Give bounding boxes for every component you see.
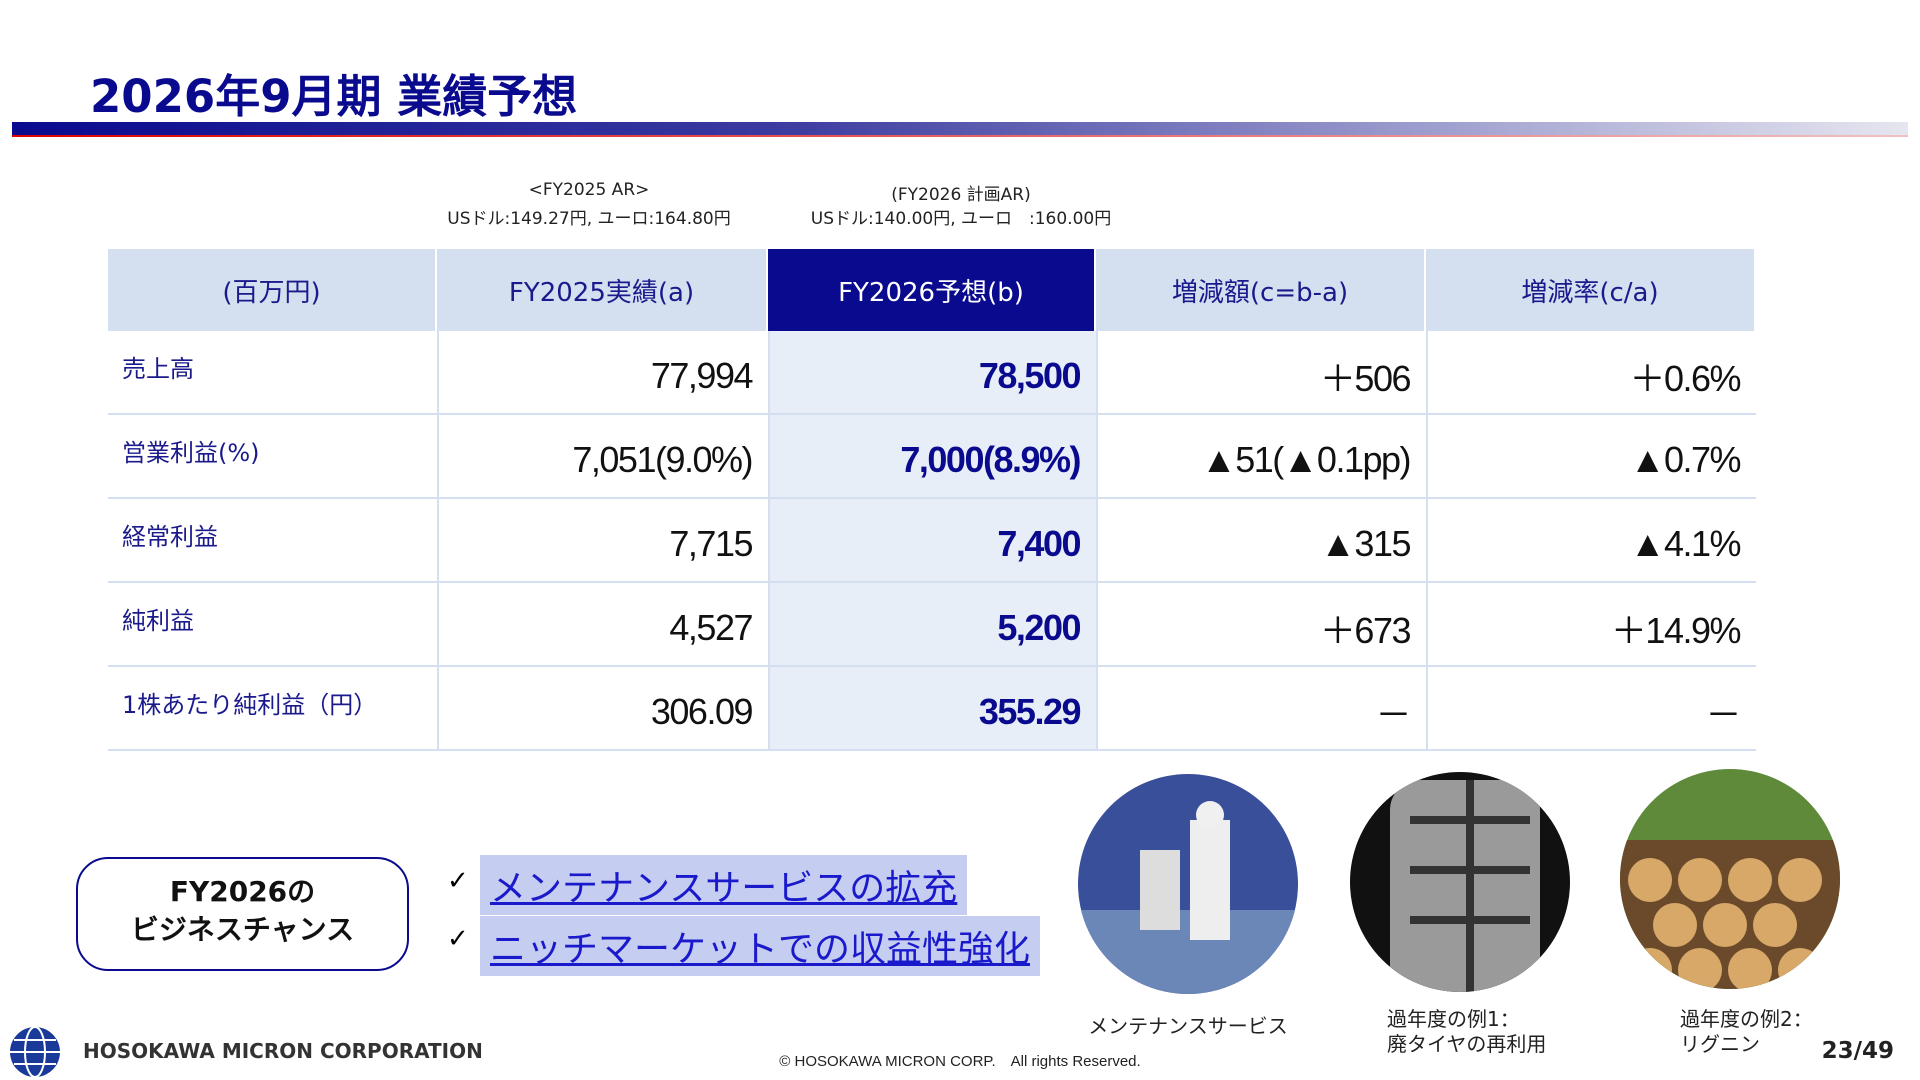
chance-label: FY2026の	[169, 875, 316, 908]
column-header: FY2025実績(a)	[437, 249, 766, 331]
cell-value: －	[1426, 667, 1756, 751]
caption: メンテナンスサービス	[1088, 1014, 1288, 1038]
cell-value: 7,715	[437, 499, 768, 583]
caption: 過年度の例1：	[1387, 1007, 1520, 1031]
cell-value: 77,994	[437, 331, 768, 415]
cell-value: 7,400	[768, 499, 1096, 583]
cell-value: ＋0.6%	[1426, 331, 1756, 415]
slide-title: 2026年9月期 業績予想	[90, 70, 578, 123]
cell-value: －	[1096, 667, 1426, 751]
row-label: 経常利益	[108, 499, 437, 583]
cell-value: 7,000(8.9%)	[768, 415, 1096, 499]
caption: 廃タイヤの再利用	[1387, 1032, 1547, 1056]
cell-value: 355.29	[768, 667, 1096, 751]
rate-label: (FY2026 計画AR)	[891, 185, 1031, 205]
cell-value: 4,527	[437, 583, 768, 667]
photo-logs	[1620, 769, 1840, 989]
chance-item[interactable]: メンテナンスサービスの拡充	[480, 855, 968, 915]
row-label: 1株あたり純利益（円）	[108, 667, 437, 751]
check: ✓	[447, 924, 469, 954]
photo-maintenance	[1078, 774, 1298, 994]
row-label: 純利益	[108, 583, 437, 667]
photos	[1078, 769, 1840, 994]
caption: 過年度の例2：	[1680, 1007, 1813, 1031]
caption: リグニン	[1680, 1032, 1760, 1056]
chance-box: FY2026の ビジネスチャンス	[76, 857, 409, 971]
photo-tire	[1350, 772, 1570, 992]
column-header: 増減率(c/a)	[1426, 249, 1754, 331]
row-label: 売上高	[108, 331, 437, 415]
cell-value: 78,500	[768, 331, 1096, 415]
title-bar	[12, 122, 1908, 135]
cell-value: 306.09	[437, 667, 768, 751]
chance-label: ビジネスチャンス	[130, 913, 355, 946]
column-header: (百万円)	[108, 249, 435, 331]
cell-value: ▲51(▲0.1pp)	[1096, 415, 1426, 499]
row-label: 営業利益(%)	[108, 415, 437, 499]
logo	[10, 1026, 60, 1078]
cell-value: ▲0.7%	[1426, 415, 1756, 499]
check: ✓	[447, 866, 469, 896]
rate-text: USドル:140.00円, ユーロ :160.00円	[810, 209, 1112, 229]
copyright: © HOSOKAWA MICRON CORP. All rights Reser…	[779, 1053, 1141, 1070]
cell-value: 5,200	[768, 583, 1096, 667]
cell-value: ▲315	[1096, 499, 1426, 583]
rate-label: <FY2025 AR>	[528, 180, 650, 200]
rate-text: USドル:149.27円, ユーロ:164.80円	[447, 209, 731, 229]
column-header: 増減額(c=b-a)	[1096, 249, 1424, 331]
cell-value: 7,051(9.0%)	[437, 415, 768, 499]
title-underline	[12, 135, 1908, 137]
page-number: 23/49	[1821, 1038, 1894, 1064]
cell-value: ＋14.9%	[1426, 583, 1756, 667]
cell-value: ＋673	[1096, 583, 1426, 667]
column-header: FY2026予想(b)	[768, 249, 1094, 331]
cell-value: ＋506	[1096, 331, 1426, 415]
cell-value: ▲4.1%	[1426, 499, 1756, 583]
company-name: HOSOKAWA MICRON CORPORATION	[83, 1039, 483, 1063]
chance-item[interactable]: ニッチマーケットでの収益性強化	[480, 916, 1041, 976]
